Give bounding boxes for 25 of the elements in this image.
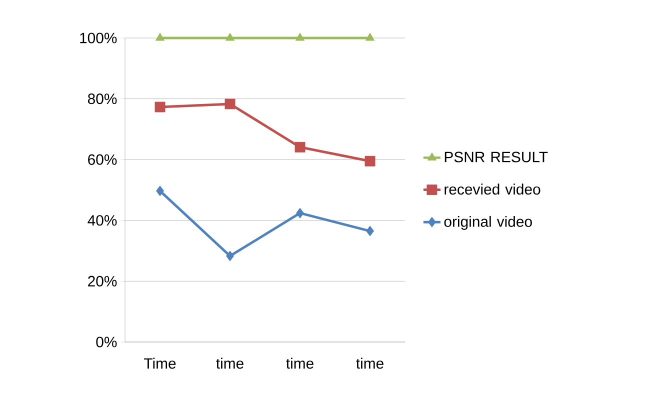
point: [226, 250, 234, 262]
legend-label: recevied video: [444, 184, 540, 195]
y-tick-label: 40%: [88, 215, 117, 226]
y-tick-label: 20%: [88, 276, 117, 286]
point: [294, 142, 306, 152]
x-tick-label: Time: [144, 358, 176, 369]
point: [156, 186, 164, 196]
point: [154, 102, 166, 112]
point: [366, 226, 374, 236]
legend-label: original video: [444, 216, 532, 230]
point: [364, 156, 376, 166]
x-tick-label: time: [286, 358, 314, 369]
y-tick-label: 100%: [80, 32, 117, 44]
point: [224, 98, 236, 110]
point: [365, 32, 375, 41]
point: [155, 32, 165, 41]
point: [295, 32, 305, 41]
y-tick-label: 0%: [96, 336, 117, 348]
point: [296, 208, 304, 218]
legend-label: PSNR RESULT: [444, 152, 548, 162]
x-tick-label: time: [216, 358, 244, 369]
y-tick-label: 60%: [88, 154, 117, 165]
x-tick-label: time: [356, 358, 384, 369]
point: [225, 32, 235, 41]
y-tick-label: 80%: [88, 94, 117, 104]
